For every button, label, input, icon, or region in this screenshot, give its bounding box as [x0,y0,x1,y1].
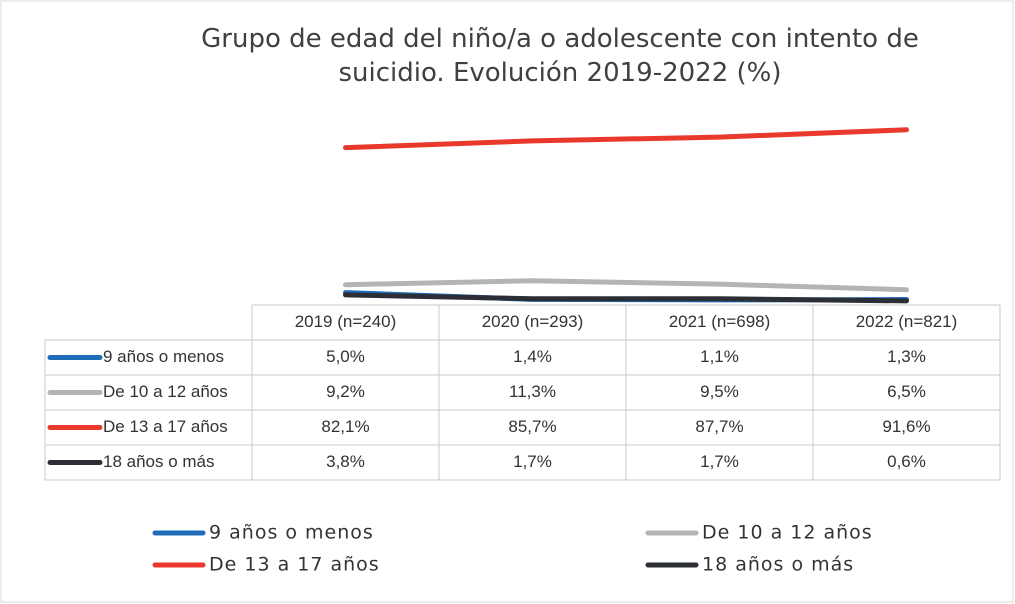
legend-label: 9 años o menos [209,522,374,544]
cell-value: 9,5% [700,382,739,401]
cell-value: 3,8% [326,452,365,471]
row-label: 9 años o menos [103,347,224,366]
column-header: 2019 (n=240) [295,312,397,331]
series-line [343,278,909,293]
row-label: 18 años o más [103,452,215,471]
cell-value: 9,2% [326,382,365,401]
series-line [343,292,909,304]
cell-value: 11,3% [509,382,556,401]
cell-value: 91,6% [882,417,930,436]
legend-label: De 10 a 12 años [702,522,873,544]
series-line [343,127,909,151]
legend-label: De 13 a 17 años [209,554,380,576]
cell-value: 0,6% [887,452,926,471]
cell-value: 85,7% [508,417,556,436]
chart-title: Grupo de edad del niño/a o adolescente c… [201,24,919,88]
column-header: 2021 (n=698) [669,312,771,331]
cell-value: 5,0% [326,347,365,366]
row-label: De 13 a 17 años [103,417,228,436]
cell-value: 1,4% [513,347,552,366]
cell-value: 6,5% [887,382,926,401]
cell-value: 1,7% [700,452,739,471]
cell-value: 1,1% [700,347,739,366]
row-label: De 10 a 12 años [103,382,228,401]
cell-value: 1,7% [513,452,552,471]
column-header: 2020 (n=293) [482,312,584,331]
cell-value: 87,7% [695,417,743,436]
legend-label: 18 años o más [702,554,854,576]
cell-value: 82,1% [321,417,369,436]
cell-value: 1,3% [887,347,926,366]
column-header: 2022 (n=821) [856,312,958,331]
